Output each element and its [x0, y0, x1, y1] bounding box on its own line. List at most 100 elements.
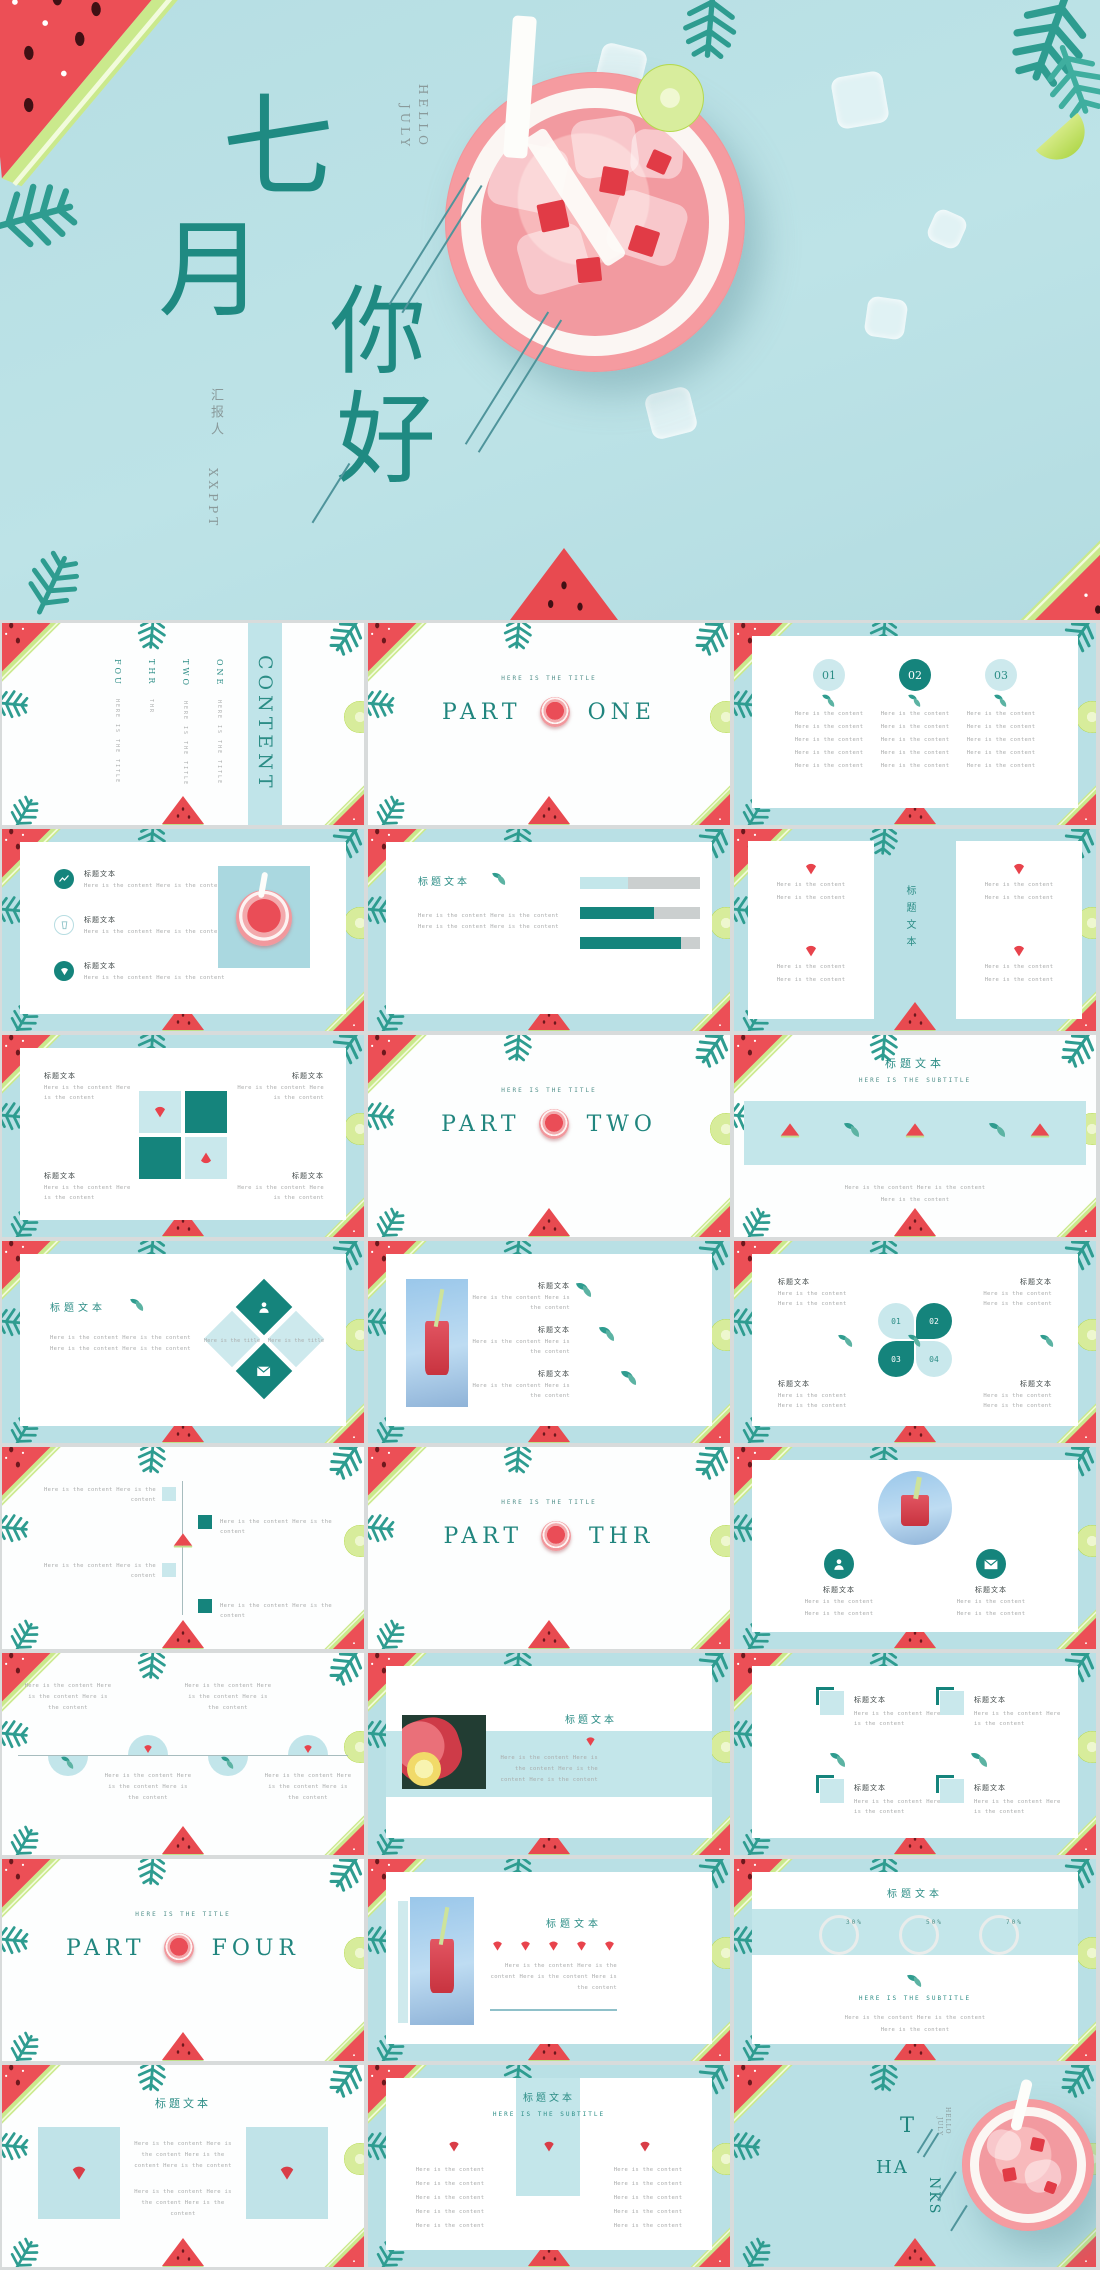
slide-thumbnail-steps[interactable]: 01 Here is the content Here is the conte…: [734, 623, 1096, 825]
toc-item[interactable]: TWO HERE IS THE TITLE: [176, 659, 194, 815]
slide-thumbnail-photo-titles[interactable]: 标题文本 Here is the content Here is the cont…: [368, 1241, 730, 1443]
leaf-branch-icon: [137, 1653, 166, 1680]
slide-card: [752, 1872, 1078, 2044]
watermelon-wedge-icon: [201, 1152, 211, 1164]
lime-icon: [344, 701, 364, 733]
cover-title-char: 七: [222, 83, 334, 213]
slide-thumbnail-petals[interactable]: 01 02 03 04 标题文本 Here is the content Here…: [734, 1241, 1096, 1443]
leaf-branch-icon: [10, 795, 39, 825]
content-line: Here is the content: [613, 2223, 683, 2229]
slide-thumbnail-subtitle-columns[interactable]: 标题文本 HERE IS THE SUBTITLE Here is the co…: [368, 2065, 730, 2267]
group-title: 标题文本: [292, 1172, 324, 1180]
slash-line: [916, 2128, 933, 2154]
leaf-icon: [62, 1756, 75, 1768]
leaf-icon: [830, 1751, 847, 1766]
toc-item[interactable]: THR THR: [142, 659, 160, 815]
slide-card: [386, 842, 712, 1014]
leaf-icon: [909, 694, 922, 706]
slide-thumbnail-part-four[interactable]: HERE IS THE TITLE PART FOUR: [2, 1859, 364, 2061]
content-line: Here is the content: [613, 2209, 683, 2215]
slide-thumbnail-progress[interactable]: 标题文本 30% 50% 70% HERE IS THE SUBTITLE He…: [734, 1859, 1096, 2061]
slide-thumbnail-photo-band[interactable]: 标题文本 Here is the content Here is the con…: [368, 1653, 730, 1855]
watermelon-wedge-icon: [304, 1745, 312, 1753]
slide-thumbnail-part-one[interactable]: HERE IS THE TITLE PART ONE: [368, 623, 730, 825]
slide-thumbnail-brackets[interactable]: 标题文本 Here is the content Here is the con…: [734, 1653, 1096, 1855]
timeline-text: Here is the content Here is the content …: [104, 1773, 192, 1801]
group-body: Here is the content Here is the content: [778, 1393, 847, 1409]
slide-thumbnail-timeline[interactable]: Here is the content Here is the content …: [2, 1447, 364, 1649]
slide-thumbnail-square-grid[interactable]: 标题文本 Here is the content Here is the cont…: [2, 1035, 364, 1237]
slide-thumbnail-part-three[interactable]: HERE IS THE TITLE PART THR: [368, 1447, 730, 1649]
cup-juice: [979, 2116, 1077, 2214]
bar-fill: [580, 877, 628, 889]
watermelon-wedge-icon: [493, 1941, 502, 1951]
watermelon-wedge-icon: [1014, 945, 1024, 957]
bar-track: [580, 877, 700, 889]
leaf-branch-icon: [503, 1035, 532, 1062]
slide-thumbnail-bars[interactable]: 标题文本 Here is the content Here is the con…: [368, 829, 730, 1031]
slide-thumbnail-part-two[interactable]: HERE IS THE TITLE PART TWO: [368, 1035, 730, 1237]
slide-thumbnail-diamonds[interactable]: 标题文本 Here is the content Here is the con…: [2, 1241, 364, 1443]
group-title: 标题文本: [974, 1784, 1006, 1792]
leaf-branch-icon: [869, 2065, 898, 2092]
group-title: 标题文本: [778, 1278, 810, 1286]
toc-item[interactable]: FOU HERE IS THE TITLE: [108, 659, 126, 815]
slide-grid: CONTENT ONE HERE IS THE TITLE TWO HERE I…: [0, 620, 1100, 2270]
watermelon-drink-photo: [878, 1471, 952, 1545]
group-title: 标题文本: [1020, 1380, 1052, 1388]
watermelon-closeup-photo: [402, 1715, 486, 1789]
slide-thumbnail-two-cards[interactable]: 标题文本 Here is the content Here is the con…: [734, 829, 1096, 1031]
section-title-row: PART THR: [368, 1521, 730, 1551]
corner-text-group: 标题文本 Here is the content Here is the cont…: [44, 1171, 132, 1203]
group-title: 标题文本: [1020, 1278, 1052, 1286]
leaf-branch-icon: [2, 1720, 29, 1749]
item-body: Here is the content Here is the content: [84, 929, 225, 935]
section-title-row: PART ONE: [368, 697, 730, 727]
icon-list-item: 标题文本 Here is the content Here is the cont…: [54, 869, 234, 891]
slide-thumbnail-two-images[interactable]: 标题文本 Here is the content Here is the con…: [2, 2065, 364, 2267]
leaf-branch-icon: [10, 1825, 39, 1855]
toc-item[interactable]: ONE HERE IS THE TITLE: [210, 659, 228, 815]
lime-icon: [344, 2143, 364, 2175]
content-line: Here is the content: [956, 1611, 1026, 1617]
slide-thumbnail-semicircles[interactable]: Here is the content Here is the content …: [2, 1653, 364, 1855]
slide-thumbnail-banner[interactable]: 标题文本 HERE IS THE SUBTITLE Here is the co…: [734, 1035, 1096, 1237]
content-line: Here is the content: [966, 711, 1036, 717]
watermelon-slice-icon: [1014, 516, 1100, 620]
lime-icon: [1076, 1319, 1096, 1351]
leaf-branch-icon: [376, 1207, 405, 1237]
progress-value: 70%: [1006, 1919, 1023, 1926]
leaf-branch-icon: [503, 1447, 532, 1474]
step-number-badge: 02: [899, 659, 931, 691]
leaf-icon: [989, 1121, 1006, 1136]
timeline-axis: [18, 1755, 348, 1756]
block-body: Here is the content Here is the content: [472, 1295, 570, 1311]
slide-thumbnail-photo-bullets[interactable]: 标题文本 Here is the content Here is the con…: [368, 1859, 730, 2061]
watermelon-wedge-icon: [544, 2141, 554, 2152]
divider-line: [490, 2009, 617, 2011]
section-kicker: HERE IS THE TITLE: [501, 1499, 597, 1506]
leaf-branch-icon: [1047, 44, 1100, 119]
progress-value: 30%: [846, 1919, 863, 1926]
body-text: Here is the content Here is the content …: [418, 913, 559, 930]
progress-ring: [979, 1915, 1019, 1955]
slide-thumbnail-circle-photo[interactable]: 标题文本 Here is the content Here is the con…: [734, 1447, 1096, 1649]
slide-title: 标题文本: [418, 877, 470, 888]
cover-title-char: 月: [158, 209, 264, 332]
leaf-branch-icon: [503, 623, 532, 650]
diamond-label: Here is the title: [268, 1338, 325, 1344]
grid-square: [139, 1137, 181, 1179]
part-label: PART: [441, 1111, 521, 1137]
leaf-icon: [838, 1333, 853, 1346]
slide-thumbnail-icon-list[interactable]: 标题文本 Here is the content Here is the cont…: [2, 829, 364, 1031]
ice-in-drink: [984, 2126, 1024, 2164]
ice-cube: [643, 385, 699, 441]
group-title: 标题文本: [974, 1696, 1006, 1704]
watermelon-wedge-icon: [586, 1737, 595, 1746]
body-text: Here is the content Here is the content …: [50, 1335, 191, 1352]
content-line: Here is the content: [776, 977, 846, 983]
watermelon-wedge-icon: [1014, 863, 1024, 875]
lime-icon: [710, 1731, 730, 1763]
slide-thumbnail-thanks[interactable]: T HA NKS HELLO JULY: [734, 2065, 1096, 2267]
slide-thumbnail-toc[interactable]: CONTENT ONE HERE IS THE TITLE TWO HERE I…: [2, 623, 364, 825]
